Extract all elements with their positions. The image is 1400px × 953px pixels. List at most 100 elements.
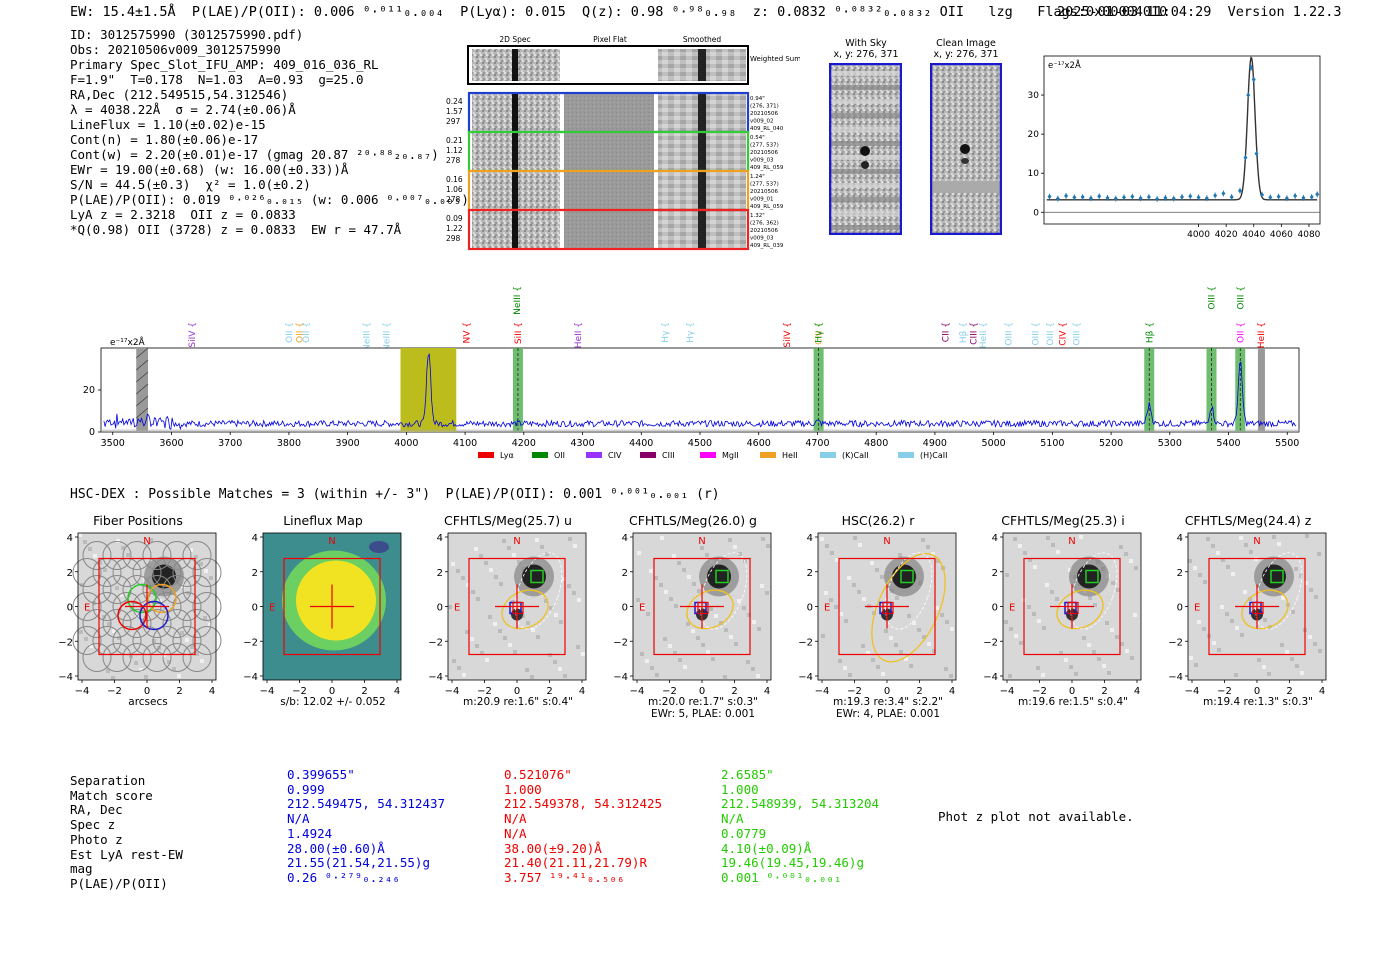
thumb-x-tick-label: 2: [916, 686, 922, 697]
line-label: HeII {: [979, 322, 989, 348]
info-lineflux: LineFlux = 1.10(±0.02)e-15: [70, 117, 266, 132]
cutout-row-meta: 409_RL_059: [750, 165, 784, 171]
noise-pixel: [568, 537, 572, 541]
noise-pixel: [1262, 665, 1266, 669]
fiber-circle: [182, 609, 212, 638]
noise-pixel: [1014, 634, 1018, 638]
compass-east: E: [454, 603, 460, 614]
noise-pixel: [512, 553, 516, 557]
fit-data-point: [1196, 194, 1201, 200]
thumbnail-caption: s/b: 12.02 +/- 0.052: [280, 696, 386, 708]
fit-data-point: [1293, 193, 1298, 199]
thumb-y-tick-label: 2: [622, 568, 628, 579]
spec-x-tick-label: 5000: [982, 438, 1006, 449]
noise-pixel: [558, 667, 562, 671]
fit-window: [400, 348, 457, 432]
info-q-line: *Q(0.98) OII (3728) z = 0.0833 EW r = 47…: [70, 222, 402, 237]
noise-pixel: [1041, 673, 1045, 677]
spec-x-tick-label: 3800: [277, 438, 301, 449]
noise-pixel: [844, 619, 848, 623]
fiber-circle: [192, 626, 222, 655]
phot-z-note: Phot z plot not available.: [938, 809, 1134, 824]
noise-pixel: [706, 650, 710, 654]
noise-pixel: [1105, 621, 1109, 625]
noise-pixel: [709, 607, 713, 611]
noise-pixel: [1294, 567, 1298, 571]
noise-pixel: [1111, 581, 1115, 585]
line-label: CIII {: [970, 322, 980, 345]
noise-pixel: [576, 645, 580, 649]
cutout-pixelflat: [564, 94, 654, 131]
noise-pixel: [696, 636, 700, 640]
compass-north: N: [143, 536, 150, 547]
noise-pixel: [462, 673, 466, 677]
noise-pixel: [853, 536, 857, 540]
fiber-cutouts: 2D Spec Pixel Flat Smoothed Weighted Sum…: [446, 35, 800, 251]
line-label: HeII {: [1257, 322, 1267, 348]
noise-pixel: [106, 669, 110, 673]
noise-pixel: [503, 636, 507, 640]
noise-pixel: [507, 546, 511, 550]
red-match-score: 1.000: [504, 781, 542, 797]
noise-pixel: [1206, 537, 1210, 541]
line-label-group: OII {: [302, 322, 312, 343]
noise-pixel: [1124, 552, 1128, 556]
cutout-row-stat: 1.12: [446, 146, 463, 155]
noise-pixel: [843, 666, 847, 670]
noise-pixel: [479, 554, 483, 558]
thumb-y-tick-label: 2: [807, 568, 813, 579]
fiber-circle: [192, 558, 222, 587]
green-separation: 2.6585": [721, 767, 774, 782]
fiber-circle: [162, 609, 192, 638]
fit-data-point: [1213, 192, 1218, 198]
thumb-x-tick-label: 0: [884, 686, 890, 697]
fiber-circle: [182, 541, 212, 570]
fit-data-point: [1254, 151, 1259, 157]
noise-pixel: [117, 636, 121, 640]
line-label: OIII {: [1207, 286, 1217, 310]
cutout-2dspec-trace: [512, 211, 518, 248]
line-label-group: SiIV {: [188, 322, 198, 348]
aperture-box: [838, 557, 936, 656]
noise-pixel: [466, 583, 470, 587]
thumb-x-tick-label: −4: [75, 686, 90, 697]
noise-pixel: [700, 546, 704, 550]
thumb-y-tick-label: −4: [798, 672, 813, 683]
noise-pixel: [825, 544, 829, 548]
thumb-x-tick-label: −2: [292, 686, 307, 697]
line-label-group: Hγ {: [815, 322, 825, 343]
noise-pixel: [876, 665, 880, 669]
noise-pixel: [678, 658, 682, 662]
line-label: Hγ {: [686, 322, 696, 343]
noise-pixel: [927, 642, 931, 646]
noise-pixel: [149, 538, 153, 542]
line-label: NeIII {: [362, 322, 372, 351]
fit-y-tick-label: 20: [1028, 130, 1040, 140]
noise-pixel: [190, 645, 194, 649]
thumbnail-panel: CFHTLS/Meg(26.0) g N E 4 2 0 −2 −4 −4 −2 0 2 4 m:20.0…: [603, 513, 783, 723]
blue-est-lya: 28.00(±0.60)Å: [287, 840, 385, 856]
noise-pixel: [1305, 534, 1309, 538]
info-radec: RA,Dec (212.549515,54.312546): [70, 87, 289, 102]
noise-pixel: [489, 568, 493, 572]
noise-pixel: [1203, 580, 1207, 584]
noise-pixel: [1079, 535, 1083, 539]
cutout-2dspec-trace: [512, 94, 518, 131]
fit-data-point: [1105, 195, 1110, 201]
fit-data-point: [1243, 155, 1248, 161]
noise-pixel: [1042, 626, 1046, 630]
noise-pixel: [134, 661, 138, 665]
line-label-group: SiII {: [514, 322, 524, 344]
fiber-circle: [82, 643, 112, 672]
cutout-row-meta: 0.54": [750, 135, 765, 141]
noise-pixel: [1225, 612, 1229, 616]
noise-pixel: [1280, 643, 1284, 647]
noise-pixel: [904, 657, 908, 661]
noise-pixel: [1285, 650, 1289, 654]
noise-pixel: [660, 536, 664, 540]
noise-pixel: [742, 606, 746, 610]
noise-pixel: [659, 583, 663, 587]
line-label-group: HeII {: [979, 322, 989, 348]
line-label: HeII {: [574, 322, 584, 348]
noise-pixel: [112, 629, 116, 633]
